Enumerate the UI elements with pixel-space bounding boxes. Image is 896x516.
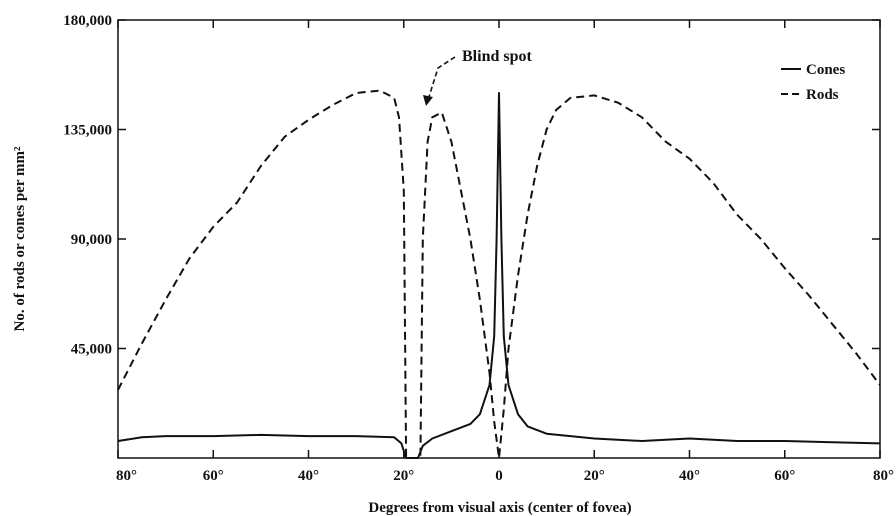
x-tick-label: 0 xyxy=(495,468,503,484)
legend: Cones Rods xyxy=(781,62,845,103)
x-tick-labels: 80° 60° 40° 20° 0 20° 40° 60° 80° xyxy=(116,468,894,484)
blind-spot-label: Blind spot xyxy=(462,48,532,65)
series-lines xyxy=(117,89,881,459)
blind-spot-arrow-shaft xyxy=(427,56,456,101)
y-axis-title: No. of rods or cones per mm² xyxy=(12,146,28,331)
y-tick-label: 45,000 xyxy=(71,342,112,358)
blind-spot-annotation: Blind spot xyxy=(423,48,532,106)
x-tick-label: 80° xyxy=(873,468,894,484)
x-tick-label: 60° xyxy=(774,468,795,484)
x-axis-title: Degrees from visual axis (center of fove… xyxy=(368,500,631,516)
legend-label-cones: Cones xyxy=(806,62,845,78)
x-tick-label: 20° xyxy=(584,468,605,484)
x-tick-label: 40° xyxy=(679,468,700,484)
x-tick-label: 40° xyxy=(298,468,319,484)
series-line-cones xyxy=(117,92,881,459)
y-tick-label: 135,000 xyxy=(63,123,112,139)
series-line-rods xyxy=(117,89,881,459)
y-tick-label: 180,000 xyxy=(63,13,112,29)
y-tick-labels: 45,000 90,000 135,000 180,000 xyxy=(63,13,112,358)
axis-ticks xyxy=(117,19,881,458)
y-tick-label: 90,000 xyxy=(71,232,112,248)
x-tick-label: 60° xyxy=(203,468,224,484)
x-tick-label: 20° xyxy=(393,468,414,484)
legend-label-rods: Rods xyxy=(806,87,839,103)
blind-spot-arrow-head xyxy=(423,95,433,106)
plot-area-frame xyxy=(117,19,881,459)
x-tick-label: 80° xyxy=(116,468,137,484)
